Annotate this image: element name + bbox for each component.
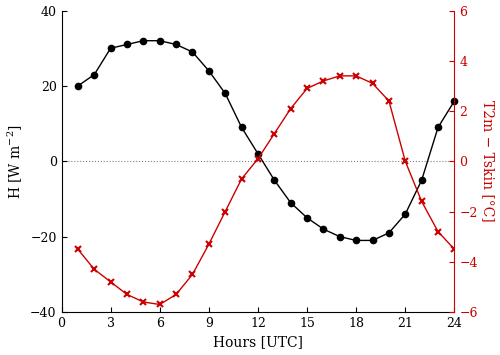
Y-axis label: H [W m$^{-2}$]: H [W m$^{-2}$]: [6, 124, 25, 199]
X-axis label: Hours [UTC]: Hours [UTC]: [213, 335, 303, 349]
Y-axis label: T2m − Tskin [°C]: T2m − Tskin [°C]: [480, 100, 494, 222]
